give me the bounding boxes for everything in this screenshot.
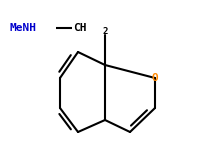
Text: CH: CH (73, 23, 86, 33)
Text: 2: 2 (102, 27, 107, 36)
Text: O: O (151, 73, 158, 83)
Text: MeNH: MeNH (9, 23, 36, 33)
